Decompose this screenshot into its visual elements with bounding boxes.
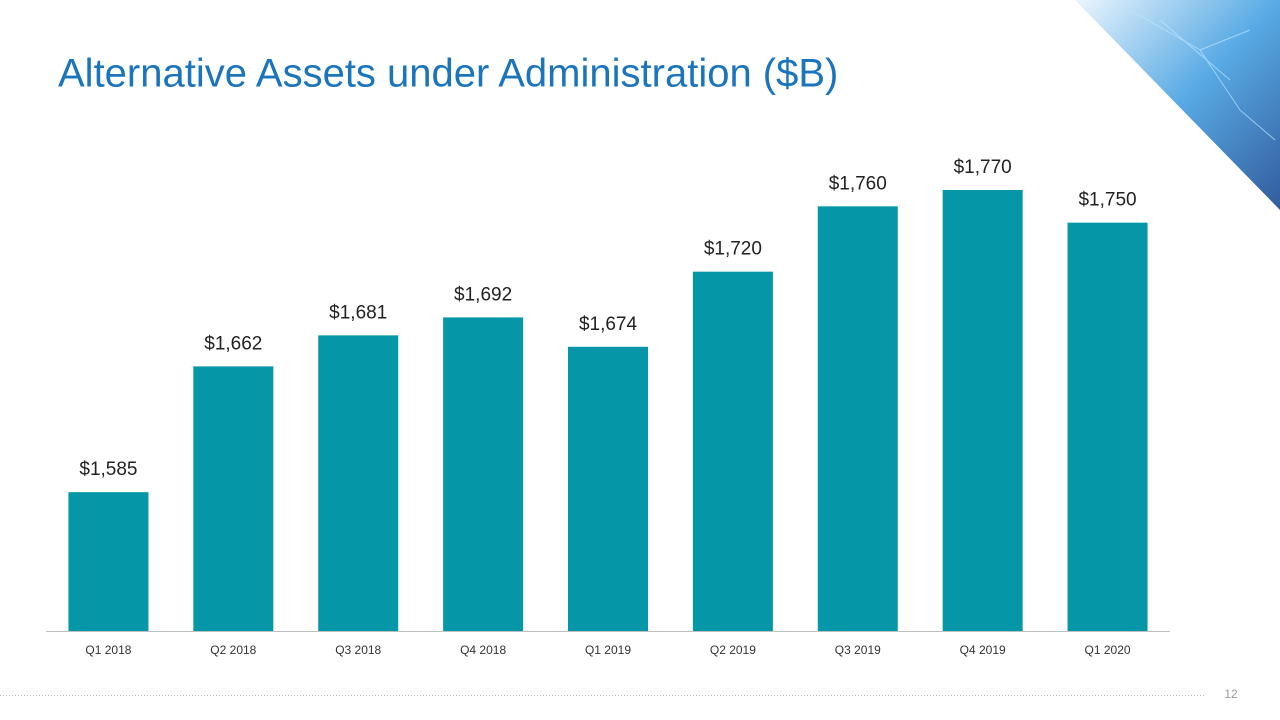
x-tick-label: Q1 2020 [1085, 643, 1131, 657]
value-label: $1,692 [454, 284, 512, 305]
bar [318, 335, 399, 631]
value-label: $1,770 [954, 157, 1012, 178]
value-label: $1,662 [204, 333, 262, 354]
x-tick-label: Q4 2018 [460, 643, 506, 657]
value-label: $1,681 [329, 302, 387, 323]
x-tick-label: Q3 2018 [335, 643, 381, 657]
bar [942, 190, 1023, 631]
x-tick-label: Q2 2019 [710, 643, 756, 657]
bar [68, 492, 149, 631]
x-tick-label: Q3 2019 [835, 643, 881, 657]
value-label: $1,720 [704, 239, 762, 260]
bar [817, 206, 898, 632]
value-label: $1,585 [79, 459, 137, 480]
value-label: $1,750 [1078, 190, 1136, 211]
x-tick-label: Q1 2019 [585, 643, 631, 657]
value-label: $1,674 [579, 314, 638, 335]
bar [1067, 222, 1148, 631]
bar [568, 346, 648, 631]
decoration-network [1129, 9, 1276, 141]
bar [692, 271, 773, 631]
page-number: 12 [1224, 687, 1238, 701]
x-tick-label: Q4 2019 [960, 643, 1006, 657]
x-tick-label: Q2 2018 [210, 643, 256, 657]
bar [443, 317, 524, 631]
chart-title: Alternative Assets under Administration … [58, 52, 838, 96]
x-tick-label: Q1 2018 [85, 643, 131, 657]
bar [193, 366, 274, 631]
decoration [1075, 0, 1280, 210]
value-label: $1,760 [829, 173, 887, 194]
